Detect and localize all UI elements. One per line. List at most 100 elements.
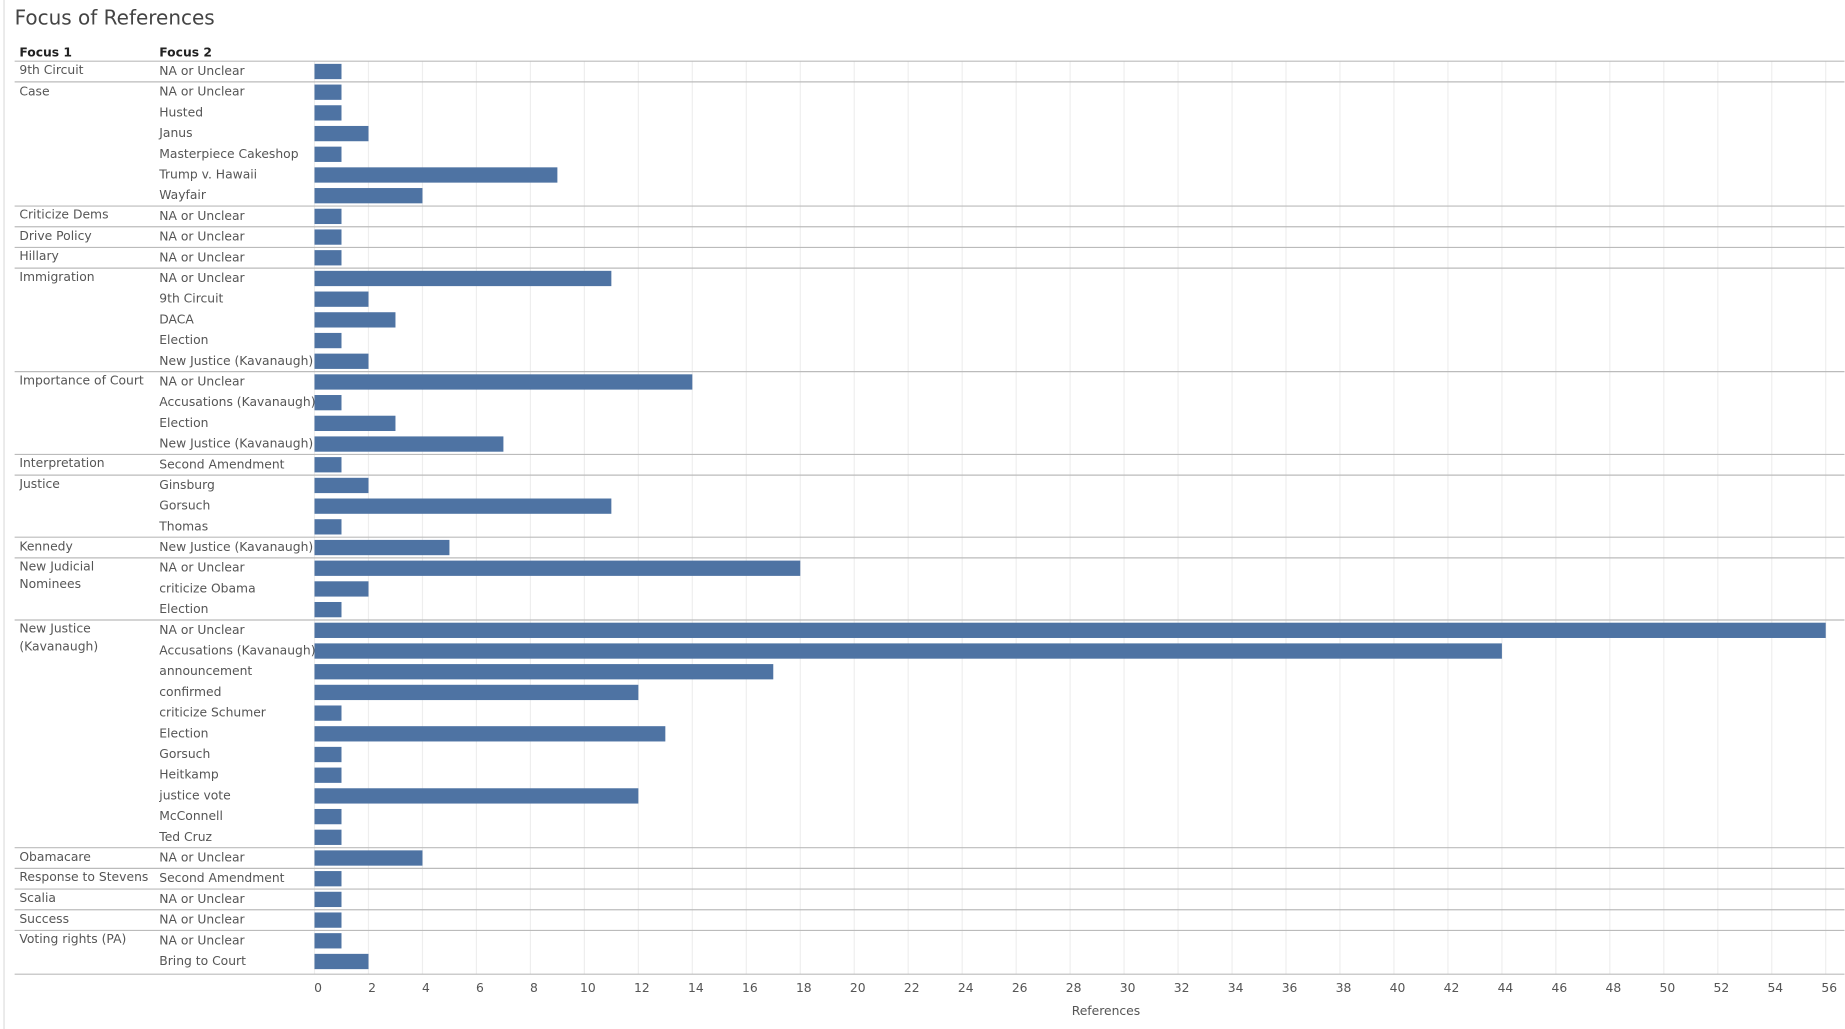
bar: [314, 105, 342, 121]
category-label: New Justice (Kavanaugh): [159, 540, 313, 554]
group-label: Justice: [19, 477, 60, 492]
group-label: Criticize Dems: [19, 208, 109, 223]
x-tick-label: 18: [796, 981, 812, 995]
category-label: confirmed: [159, 685, 221, 699]
category-label: Heitkamp: [159, 768, 219, 782]
grid: [313, 61, 1827, 975]
category-label: Ginsburg: [159, 478, 215, 492]
group-label-box: Drive Policy: [19, 229, 92, 244]
bar: [314, 519, 342, 535]
x-tick-label: 50: [1659, 981, 1675, 995]
group-label: New Judicial Nominees: [19, 560, 95, 592]
group-label-box: Importance of Court: [19, 374, 143, 388]
category-label: NA or Unclear: [159, 892, 245, 906]
bar: [314, 188, 423, 204]
category-label: New Justice (Kavanaugh): [159, 354, 313, 368]
category-label: 9th Circuit: [159, 292, 223, 306]
category-label: NA or Unclear: [159, 64, 245, 78]
category-label: Masterpiece Cakeshop: [159, 147, 298, 161]
x-tick-label: 12: [634, 981, 650, 995]
x-tick-label: 4: [422, 981, 430, 995]
x-tick-label: 38: [1336, 981, 1352, 995]
category-label: Husted: [159, 105, 203, 119]
bar: [314, 146, 342, 162]
x-tick-label: 22: [904, 981, 920, 995]
category-label: Ted Cruz: [158, 830, 212, 844]
bar: [314, 436, 504, 452]
group-label: Kennedy: [19, 539, 73, 554]
x-tick-label: 24: [958, 981, 974, 995]
bar: [314, 891, 342, 908]
category-label: Bring to Court: [159, 954, 246, 968]
x-tick-label: 32: [1174, 981, 1190, 995]
category-label: NA or Unclear: [159, 561, 245, 575]
category-label: criticize Schumer: [159, 706, 267, 720]
category-label: Trump v. Hawaii: [158, 167, 257, 181]
group-label: Drive Policy: [19, 229, 92, 244]
x-tick-label: 48: [1606, 981, 1622, 995]
x-tick-label: 26: [1012, 981, 1028, 995]
category-label: NA or Unclear: [159, 271, 245, 285]
category-label: Janus: [158, 126, 192, 140]
category-label: NA or Unclear: [159, 209, 245, 223]
group-label: Response to Stevens: [19, 870, 149, 885]
group-label: Scalia: [19, 891, 56, 906]
category-label: announcement: [159, 664, 252, 678]
category-label: Accusations (Kavanaugh): [159, 395, 315, 409]
group-label: 9th Circuit: [19, 63, 84, 78]
group-label: Voting rights (PA): [19, 932, 127, 947]
row-header: Focus 1: [19, 45, 72, 59]
category-label: Gorsuch: [159, 747, 210, 761]
category-label: Wayfair: [159, 188, 207, 202]
group-label: Interpretation: [19, 456, 105, 471]
x-tick-label: 20: [850, 981, 866, 995]
category-label: criticize Obama: [159, 581, 255, 595]
group-label: Obamacare: [19, 850, 91, 865]
category-label: NA or Unclear: [159, 85, 245, 99]
row-header: Focus 2: [159, 45, 212, 59]
group-label-box: Justice: [19, 477, 60, 492]
x-tick-label: 52: [1713, 981, 1729, 995]
bar: [314, 125, 369, 142]
x-tick-label: 54: [1767, 981, 1783, 995]
category-label: NA or Unclear: [159, 230, 245, 244]
x-tick-label: 10: [580, 981, 596, 995]
bar: [314, 684, 639, 701]
x-tick-label: 14: [688, 981, 704, 995]
bar: [314, 291, 369, 307]
group-label-box: Scalia: [19, 891, 56, 906]
group-label-box: New Judicial Nominees: [19, 560, 95, 592]
bar: [314, 726, 666, 742]
bar: [314, 312, 396, 328]
bar: [314, 457, 342, 473]
bar: [314, 415, 396, 432]
category-label: Election: [159, 333, 208, 347]
category-label: NA or Unclear: [159, 933, 245, 947]
group-label-box: Voting rights (PA): [19, 932, 127, 947]
bar: [314, 933, 342, 949]
x-tick-label: 0: [314, 981, 322, 995]
bar: [314, 767, 342, 783]
category-label: NA or Unclear: [159, 374, 245, 388]
group-label: New Justice (Kavanaugh): [19, 622, 99, 655]
group-label-box: Criticize Dems: [19, 208, 109, 223]
group-label: Immigration: [19, 270, 95, 285]
x-tick-label: 36: [1282, 981, 1298, 995]
bar: [314, 953, 369, 970]
bar: [314, 167, 558, 183]
bar: [314, 229, 342, 245]
category-label: Election: [159, 602, 208, 616]
group-label-box: Hillary: [19, 250, 59, 264]
group-label-box: Kennedy: [19, 539, 73, 554]
bar: [314, 746, 342, 763]
bar: [314, 498, 612, 514]
bar: [314, 250, 342, 266]
group-label-box: Response to Stevens: [19, 870, 149, 885]
chart-title: Focus of References: [15, 5, 215, 29]
category-label: McConnell: [159, 809, 223, 823]
x-tick-label: 6: [476, 981, 484, 995]
bar: [314, 581, 369, 597]
bar: [314, 395, 342, 411]
bar: [314, 270, 612, 287]
